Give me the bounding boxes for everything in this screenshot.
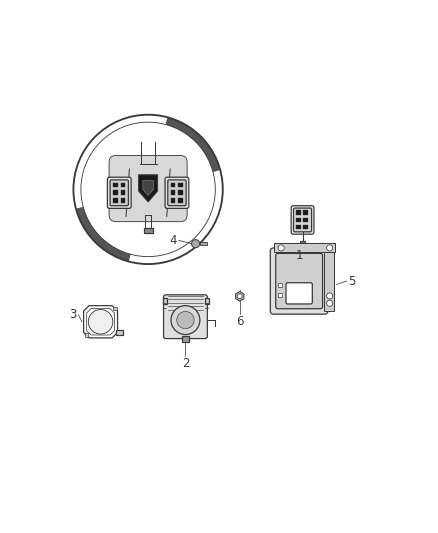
Bar [170,183,175,188]
Wedge shape [166,117,220,172]
Circle shape [177,311,194,329]
Circle shape [327,300,333,306]
Bar [296,217,300,222]
Bar [200,242,207,245]
Bar [182,336,189,342]
Circle shape [171,305,200,335]
Bar [296,211,300,215]
Bar [163,298,167,304]
Bar [300,241,305,244]
Circle shape [327,245,333,251]
FancyBboxPatch shape [286,282,312,304]
Circle shape [278,245,284,251]
Circle shape [237,294,242,299]
Bar [170,198,175,203]
FancyBboxPatch shape [293,208,311,232]
Bar [116,330,124,335]
Circle shape [327,293,333,299]
Polygon shape [138,175,158,202]
Bar [170,190,175,195]
FancyBboxPatch shape [276,253,322,309]
FancyBboxPatch shape [270,248,328,314]
Bar [178,183,183,188]
Bar [205,298,209,304]
Bar [296,225,300,229]
FancyBboxPatch shape [291,206,314,234]
FancyBboxPatch shape [107,177,131,208]
Bar [144,228,152,233]
Bar [113,306,117,310]
Bar [304,225,308,229]
Polygon shape [84,305,117,338]
Text: 1: 1 [295,249,303,262]
Bar [113,190,117,195]
Bar [120,190,125,195]
Bar [278,293,282,297]
Bar [113,183,117,188]
FancyBboxPatch shape [165,177,189,208]
Bar [120,198,125,203]
FancyBboxPatch shape [168,180,186,206]
FancyBboxPatch shape [109,156,187,222]
Bar [113,198,117,203]
FancyBboxPatch shape [110,180,128,206]
Bar [178,190,183,195]
Circle shape [191,240,200,248]
Polygon shape [87,309,114,335]
Text: 3: 3 [70,309,77,321]
Text: 6: 6 [236,315,244,328]
Bar [324,252,334,311]
Bar [304,211,308,215]
Polygon shape [236,292,244,301]
Bar [274,243,335,252]
Text: 5: 5 [348,274,356,287]
Bar [120,183,125,188]
Bar [178,198,183,203]
Text: 2: 2 [182,358,189,370]
Circle shape [88,310,113,334]
Bar [304,217,308,222]
Text: 4: 4 [170,234,177,247]
Bar [278,283,282,287]
Polygon shape [143,181,153,196]
Bar [85,334,88,337]
Wedge shape [76,207,131,262]
FancyBboxPatch shape [163,295,207,338]
